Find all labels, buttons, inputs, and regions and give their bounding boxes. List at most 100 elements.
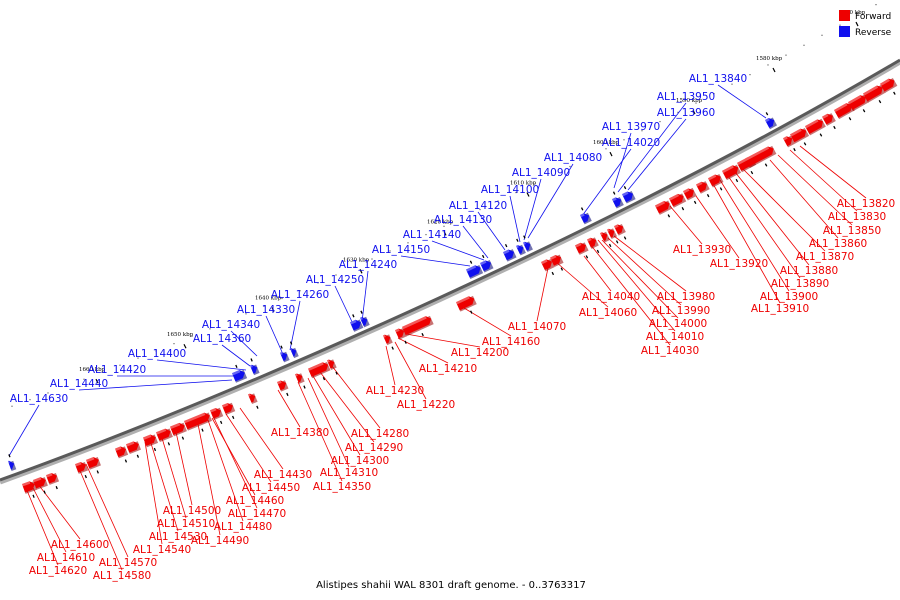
forward-gene	[575, 242, 589, 259]
kbp-tick	[443, 231, 447, 236]
scale-dot	[641, 130, 643, 132]
scale-dot	[407, 242, 409, 244]
forward-gene	[46, 472, 60, 490]
leader-line	[583, 255, 612, 292]
forward-gene	[863, 84, 886, 104]
forward-gene	[456, 295, 477, 314]
forward-gene	[143, 434, 159, 452]
forward-gene	[33, 477, 48, 494]
reverse-gene-label: AL1_14120	[449, 200, 507, 212]
forward-gene-label: AL1_14610	[37, 552, 95, 564]
scale-dot	[209, 328, 211, 330]
forward-gene-label: AL1_14010	[646, 331, 704, 343]
scale-dot	[425, 233, 427, 236]
leader-line	[627, 118, 687, 191]
legend-reverse-swatch	[839, 26, 850, 37]
forward-gene-label: AL1_14580	[93, 570, 151, 582]
forward-gene	[395, 328, 407, 344]
forward-gene-label: AL1_13830	[828, 211, 886, 223]
forward-gene	[848, 94, 869, 113]
forward-gene	[614, 223, 627, 240]
scale-dot	[353, 266, 355, 268]
scale-dot	[857, 14, 859, 16]
leader-line	[334, 285, 355, 327]
scale-dot	[731, 83, 733, 85]
forward-gene-label: AL1_13870	[796, 251, 854, 263]
forward-gene	[115, 446, 129, 463]
scale-dot	[749, 74, 751, 76]
leader-line	[536, 267, 549, 322]
scale-dot	[767, 64, 769, 66]
scale-dot	[497, 200, 499, 202]
leader-line	[607, 237, 682, 306]
legend-forward-label: Forward	[855, 12, 891, 22]
forward-gene-label: AL1_14380	[271, 427, 329, 439]
forward-gene	[170, 422, 187, 440]
kbp-tick	[526, 192, 530, 197]
reverse-gene-label: AL1_14400	[128, 348, 186, 360]
scale-dot	[371, 258, 373, 260]
leader-line	[78, 379, 233, 391]
leader-line	[31, 485, 67, 553]
leader-line	[239, 407, 284, 470]
leader-line	[769, 159, 839, 239]
forward-gene	[541, 258, 555, 276]
leader-line	[307, 377, 350, 468]
leader-line	[581, 148, 632, 217]
kbp-tick	[183, 343, 187, 349]
kbp-tick	[271, 307, 275, 312]
forward-gene-label: AL1_13900	[760, 291, 818, 303]
forward-gene-label: AL1_14450	[242, 482, 300, 494]
scale-dot	[839, 24, 841, 26]
forward-gene-label: AL1_14160	[482, 336, 540, 348]
leader-line	[207, 419, 244, 522]
leader-line	[221, 344, 251, 367]
leader-line	[385, 345, 396, 386]
leader-line	[719, 179, 790, 292]
kbp-label: 1640 kbp	[255, 296, 282, 302]
scale-dot	[47, 392, 49, 394]
reverse-gene-label: AL1_14020	[602, 137, 660, 149]
forward-gene-label: AL1_14310	[320, 467, 378, 479]
forward-gene	[156, 428, 173, 446]
forward-gene-label: AL1_14470	[228, 508, 286, 520]
scale-dot	[605, 148, 607, 150]
forward-gene	[696, 181, 710, 198]
reverse-gene-label: AL1_14090	[512, 167, 570, 179]
kbp-tick	[855, 21, 859, 27]
reverse-gene-label: AL1_14420	[88, 364, 146, 376]
forward-gene	[184, 412, 213, 432]
reverse-gene	[765, 112, 778, 130]
leader-line	[175, 431, 193, 506]
forward-gene	[669, 193, 687, 211]
scale-dot	[317, 282, 319, 284]
forward-gene-label: AL1_13850	[823, 225, 881, 237]
reverse-gene	[8, 454, 17, 471]
reverse-gene	[612, 191, 624, 209]
forward-gene-label: AL1_14530	[149, 531, 207, 543]
reverse-gene	[580, 207, 592, 225]
leader-line	[462, 225, 489, 259]
kbp-tick	[609, 151, 613, 157]
forward-gene-label: AL1_13820	[837, 198, 895, 210]
scale-dot	[569, 165, 571, 168]
reverse-gene-label: AL1_14260	[271, 289, 329, 301]
forward-gene-label: AL1_14540	[133, 544, 191, 556]
kbp-label: 1570 kbp	[839, 10, 866, 16]
kbp-tick	[359, 269, 363, 274]
forward-gene-label: AL1_13910	[751, 303, 809, 315]
backbone-layer	[0, 58, 900, 485]
leader-line	[799, 145, 867, 199]
scale-dot	[677, 111, 679, 113]
leader-line	[319, 371, 375, 443]
leader-line	[85, 463, 129, 558]
backbone-shadow	[0, 59, 900, 485]
leader-line-layer	[8, 84, 867, 571]
forward-gene-label: AL1_14070	[508, 321, 566, 333]
forward-gene-label: AL1_14040	[582, 291, 640, 303]
forward-gene-label: AL1_14500	[163, 505, 221, 517]
leader-line	[397, 337, 449, 364]
leader-line	[734, 171, 810, 266]
forward-gene-label: AL1_14000	[649, 318, 707, 330]
leader-line	[312, 375, 361, 456]
